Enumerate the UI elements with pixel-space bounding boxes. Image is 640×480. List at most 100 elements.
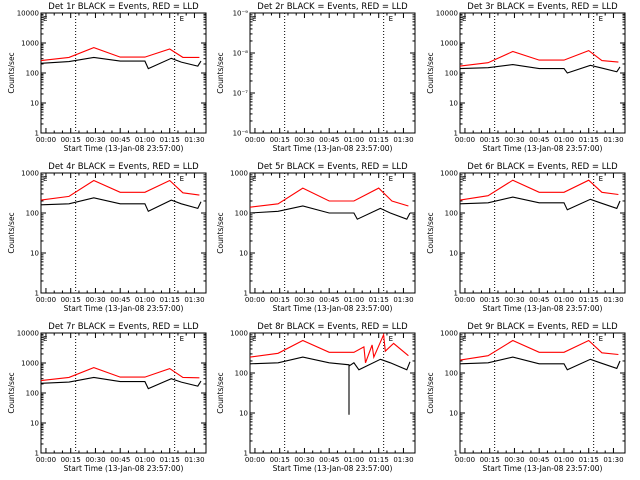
y-tick-label: 1 (244, 450, 248, 458)
x-tick-label: 00:45 (110, 296, 130, 304)
y-tick-label: 1000 (440, 170, 458, 178)
x-tick-label: 01:00 (135, 456, 155, 464)
e-marker: E (389, 175, 393, 183)
y-tick-label: 100 (445, 210, 458, 218)
y-tick-label: 100 (445, 70, 458, 78)
x-axis-label: Start Time (13-Jan-08 23:57:00) (483, 464, 603, 473)
chart-title: Det 1r BLACK = Events, RED = LLD (48, 2, 199, 12)
chart-title: Det 9r BLACK = Events, RED = LLD (467, 322, 618, 332)
x-tick-label: 00:00 (455, 456, 475, 464)
y-tick-label: 10⁻⁸ (233, 50, 249, 58)
y-axis-label: Counts/sec (7, 372, 16, 413)
chart-title: Det 6r BLACK = Events, RED = LLD (467, 162, 618, 172)
y-tick-label: 100 (26, 390, 39, 398)
e-marker-left: E (252, 335, 256, 343)
x-tick-label: 00:15 (61, 136, 81, 144)
x-tick-label: 01:00 (135, 136, 155, 144)
x-tick-label: 01:30 (393, 456, 413, 464)
lld-series-line (40, 367, 200, 382)
x-tick-label: 01:15 (579, 136, 599, 144)
y-tick-label: 10 (239, 410, 248, 418)
x-tick-label: 00:00 (36, 136, 56, 144)
y-axis-label: Counts/sec (216, 212, 225, 253)
x-tick-label: 01:15 (160, 456, 180, 464)
x-tick-label: 00:00 (36, 456, 56, 464)
e-marker: E (599, 15, 603, 23)
x-tick-label: 00:45 (110, 136, 130, 144)
x-axis-label: Start Time (13-Jan-08 23:57:00) (483, 304, 603, 313)
y-tick-label: 1 (35, 450, 39, 458)
e-marker: E (180, 335, 184, 343)
x-tick-label: 00:30 (504, 456, 524, 464)
x-tick-label: 00:45 (319, 456, 339, 464)
x-tick-label: 00:00 (455, 136, 475, 144)
x-tick-label: 00:30 (504, 296, 524, 304)
x-axis-label: Start Time (13-Jan-08 23:57:00) (273, 304, 393, 313)
x-tick-label: 00:00 (455, 296, 475, 304)
e-marker: E (180, 15, 184, 23)
y-tick-label: 10 (30, 420, 39, 428)
y-tick-label: 10⁻⁹ (233, 10, 249, 18)
lld-series-line (40, 47, 200, 62)
e-marker-left: E (43, 15, 47, 23)
lld-series-line (459, 179, 619, 201)
detector-panel-7: Det 7r BLACK = Events, RED = LLD 00:00 00:… (7, 322, 207, 473)
y-tick-label: 10 (30, 250, 39, 258)
e-marker-left: E (462, 15, 466, 23)
chart-title: Det 4r BLACK = Events, RED = LLD (48, 162, 199, 172)
lld-series-line (249, 187, 409, 208)
y-tick-label: 1 (454, 130, 458, 138)
x-tick-label: 00:30 (85, 456, 105, 464)
plot-frame (249, 332, 416, 454)
y-tick-label: 100 (445, 370, 458, 378)
y-tick-label: 1000 (230, 170, 248, 178)
x-tick-label: 01:30 (393, 136, 413, 144)
y-tick-label: 1000 (440, 330, 458, 338)
y-tick-label: 10 (239, 250, 248, 258)
x-tick-label: 01:00 (344, 456, 364, 464)
e-marker: E (180, 175, 184, 183)
x-tick-label: 01:15 (369, 136, 389, 144)
x-tick-label: 00:30 (294, 136, 314, 144)
lld-series-line (40, 179, 200, 201)
detector-panel-2: Det 2r BLACK = Events, RED = LLD 00:00 00:… (216, 2, 416, 153)
x-tick-label: 01:00 (344, 296, 364, 304)
x-tick-label: 00:15 (270, 136, 290, 144)
chart-title: Det 5r BLACK = Events, RED = LLD (257, 162, 408, 172)
y-axis-label: Counts/sec (7, 212, 16, 253)
x-tick-label: 01:15 (160, 296, 180, 304)
e-marker: E (389, 15, 393, 23)
events-series-line (459, 196, 621, 211)
x-axis-label: Start Time (13-Jan-08 23:57:00) (273, 144, 393, 153)
y-tick-label: 1000 (21, 170, 39, 178)
x-tick-label: 01:00 (135, 296, 155, 304)
e-marker-left: E (252, 175, 256, 183)
x-tick-label: 00:45 (110, 456, 130, 464)
x-tick-label: 00:45 (529, 296, 549, 304)
y-tick-label: 1000 (440, 40, 458, 48)
chart-title: Det 8r BLACK = Events, RED = LLD (257, 322, 408, 332)
y-tick-label: 100 (26, 210, 39, 218)
y-tick-label: 1 (454, 450, 458, 458)
y-axis-label: Counts/sec (426, 372, 435, 413)
y-tick-label: 1000 (230, 330, 248, 338)
x-axis-label: Start Time (13-Jan-08 23:57:00) (483, 144, 603, 153)
e-marker: E (599, 335, 603, 343)
e-marker-left: E (462, 335, 466, 343)
x-tick-label: 01:15 (160, 136, 180, 144)
y-tick-label: 10⁻⁷ (233, 90, 249, 98)
x-tick-label: 00:15 (270, 456, 290, 464)
y-tick-label: 1000 (21, 40, 39, 48)
x-tick-label: 01:15 (579, 296, 599, 304)
plot-frame (40, 12, 207, 134)
x-tick-label: 01:30 (603, 136, 623, 144)
events-series-line (249, 205, 411, 220)
x-tick-label: 01:15 (369, 296, 389, 304)
x-tick-label: 00:45 (529, 456, 549, 464)
x-tick-label: 01:15 (579, 456, 599, 464)
x-tick-label: 00:30 (85, 136, 105, 144)
y-tick-label: 10 (449, 100, 458, 108)
detector-panel-4: Det 4r BLACK = Events, RED = LLD 00:00 00:… (7, 162, 207, 313)
x-tick-label: 01:00 (554, 456, 574, 464)
plot-frame (249, 12, 416, 134)
